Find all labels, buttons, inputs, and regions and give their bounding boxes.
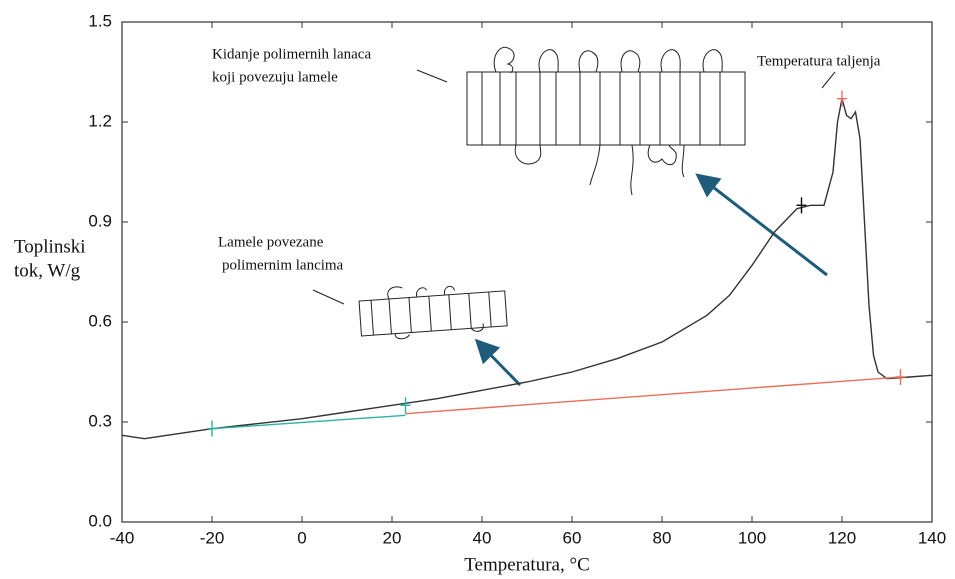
chain-loops — [514, 144, 685, 196]
x-tick-label: 20 — [383, 528, 402, 547]
lamella-sketch — [466, 71, 746, 146]
x-tick-label: -20 — [200, 528, 225, 547]
x-tick-label: 80 — [653, 528, 672, 547]
leader-line — [821, 71, 836, 89]
x-tick-label: 60 — [563, 528, 582, 547]
x-axis-label: Temperatura, °C — [464, 554, 590, 575]
x-tick-label: 0 — [297, 528, 306, 547]
lamella-sketch-small — [358, 285, 508, 340]
y-tick-label: 0.0 — [88, 511, 112, 530]
series-line — [121, 98, 933, 440]
leader-line — [312, 289, 345, 305]
y-axis-label: Toplinski — [14, 236, 86, 257]
marker — [837, 90, 847, 107]
y-tick-label: 0.6 — [88, 311, 112, 330]
annotation: koji povezuju lamele — [212, 69, 338, 85]
y-tick-label: 0.9 — [88, 211, 112, 230]
sketches — [312, 46, 836, 340]
series-line — [405, 376, 901, 415]
leader-line — [416, 69, 448, 83]
x-tick-label: 100 — [738, 528, 766, 547]
marker — [895, 369, 906, 385]
lamella-lines — [481, 72, 721, 145]
marker — [400, 397, 411, 414]
marker — [796, 197, 807, 214]
x-tick-label: 120 — [828, 528, 856, 547]
y-tick-label: 1.5 — [88, 11, 112, 30]
marker — [207, 420, 217, 437]
y-tick-label: 0.3 — [88, 411, 112, 430]
annotation: polimernim lancima — [222, 257, 344, 273]
plot-frame — [121, 21, 933, 523]
y-tick-label: 1.2 — [88, 111, 112, 130]
chain-loops — [493, 46, 723, 73]
annotation: Temperatura taljenja — [757, 53, 881, 69]
arrow — [474, 338, 522, 387]
y-axis-label: tok, W/g — [14, 260, 81, 281]
x-tick-label: -40 — [110, 528, 135, 547]
annotation: Lamele povezane — [218, 234, 324, 250]
arrow — [695, 173, 828, 277]
annotation: Kidanje polimernih lanaca — [212, 46, 371, 62]
series-line — [211, 414, 406, 430]
x-tick-label: 40 — [473, 528, 492, 547]
x-tick-label: 140 — [918, 528, 946, 547]
